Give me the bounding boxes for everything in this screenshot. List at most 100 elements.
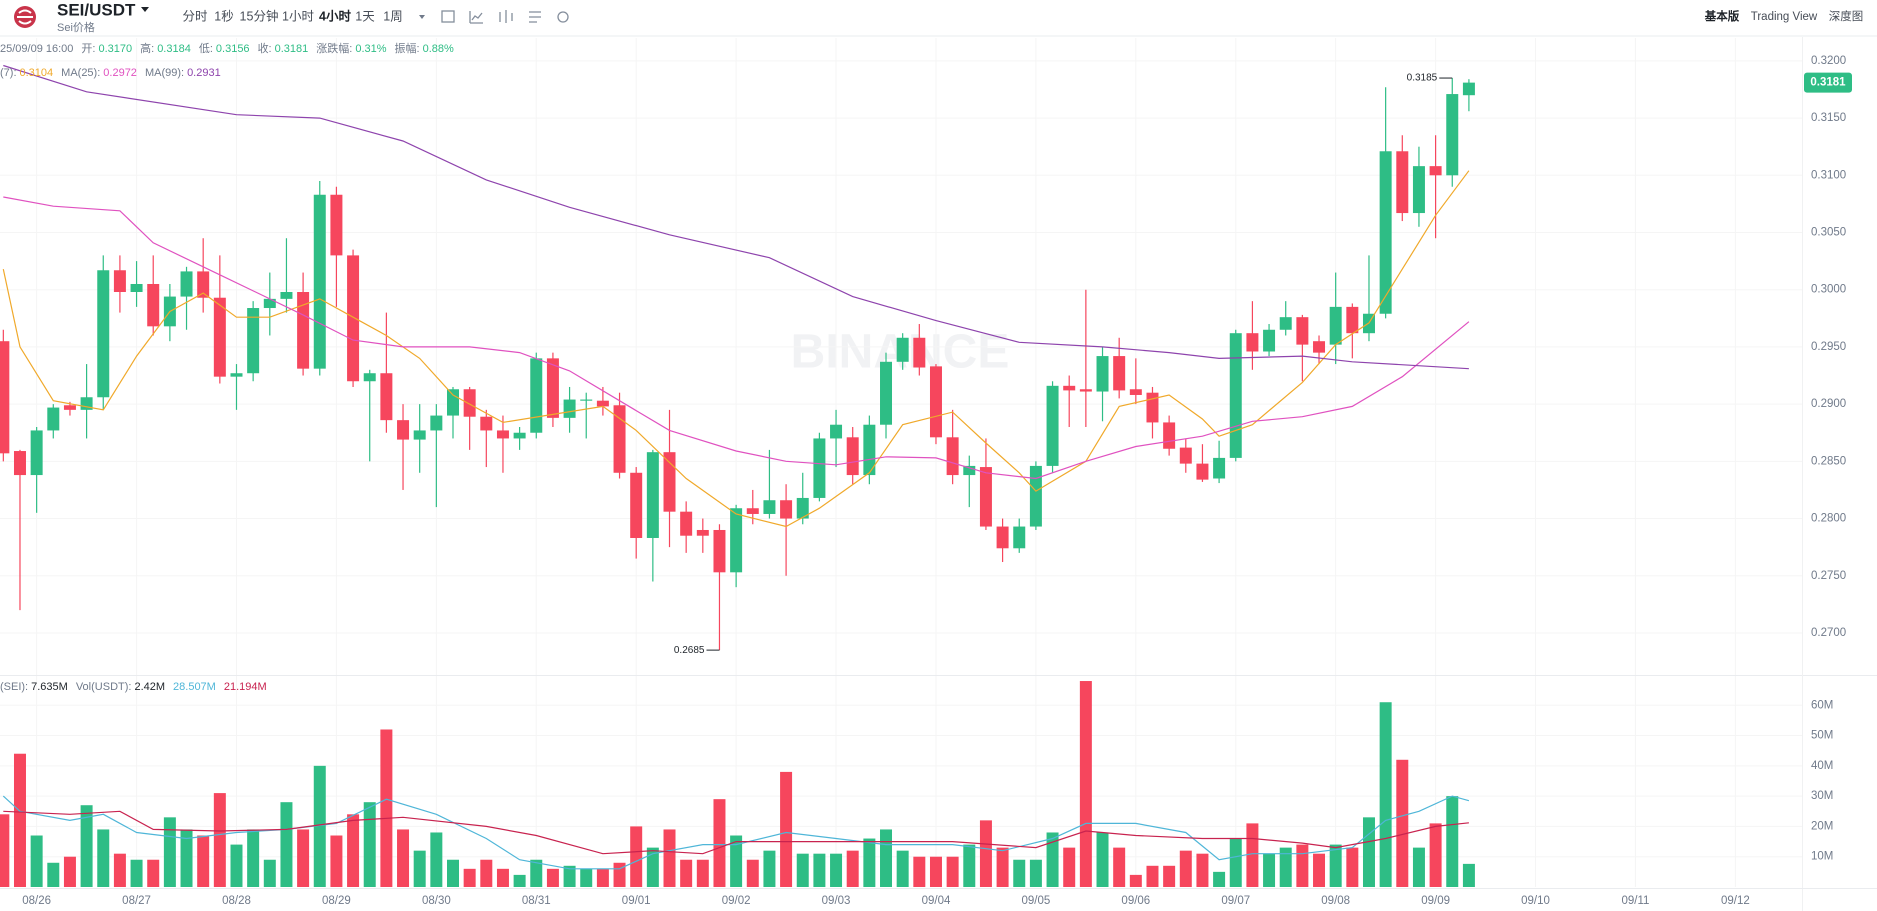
- candle-body: [1412, 166, 1425, 214]
- extreme-label: 0.2685: [674, 645, 705, 656]
- volume-bar: [496, 868, 509, 887]
- volume-bar: [1046, 832, 1059, 887]
- view-tab[interactable]: Trading View: [1751, 11, 1818, 23]
- interval-tab[interactable]: 4小时: [319, 8, 351, 23]
- candle-body: [1379, 151, 1392, 314]
- volume-bar: [263, 859, 276, 887]
- logo-mark: [17, 9, 33, 25]
- volume-bar: [830, 853, 843, 887]
- legend-text: 0.2972: [103, 67, 137, 79]
- interval-tab[interactable]: 分时: [182, 9, 208, 23]
- volume-bar: [430, 832, 443, 887]
- volume-bar: [646, 847, 659, 887]
- interval-more[interactable]: [419, 15, 425, 19]
- candle-body: [480, 416, 493, 431]
- candle-body: [363, 373, 376, 382]
- volume-bar: [447, 859, 459, 887]
- candle-body: [1296, 317, 1309, 345]
- candle-body: [397, 420, 410, 440]
- candle-body: [430, 415, 443, 431]
- ma-line: [3, 196, 1470, 480]
- candle-body: [63, 405, 76, 410]
- y-tick-label: 0.2750: [1811, 570, 1846, 582]
- x-tick-label: 09/08: [1321, 895, 1350, 907]
- volume-bar: [630, 826, 643, 887]
- candle-body: [1113, 356, 1126, 391]
- x-tick-label: 09/09: [1421, 895, 1450, 907]
- candle-body: [663, 452, 676, 512]
- volume-bar: [713, 799, 726, 887]
- candle-body: [197, 271, 210, 298]
- volume-bar: [130, 859, 143, 887]
- legend-text: 收:: [258, 41, 272, 55]
- legend-text: 0.3156: [216, 43, 250, 55]
- icon-calendar[interactable]: [441, 10, 455, 23]
- volume-bar: [680, 859, 693, 887]
- interval-tab[interactable]: 1周: [383, 9, 402, 23]
- candle-body: [1396, 151, 1409, 214]
- volume-bar: [596, 868, 609, 887]
- volume-bar: [1146, 865, 1159, 887]
- interval-tab[interactable]: 1天: [355, 9, 375, 23]
- legend-text: (7):: [0, 67, 17, 79]
- candle-body: [130, 283, 143, 292]
- candle-body: [1462, 82, 1475, 96]
- volume-bar: [730, 835, 743, 887]
- icon-candle[interactable]: [499, 10, 513, 23]
- candle-body: [1013, 526, 1026, 549]
- volume-bar: [1346, 847, 1359, 887]
- candle-body: [30, 430, 43, 476]
- volume-bar: [0, 814, 10, 887]
- volume-bar: [546, 868, 559, 887]
- legend-text: 25/09/09 16:00: [0, 43, 73, 55]
- y-tick-label: 0.3050: [1811, 227, 1846, 239]
- candle-body: [47, 407, 60, 431]
- candle-body: [963, 465, 976, 476]
- volume-bar: [13, 753, 26, 887]
- icon-settings[interactable]: [529, 11, 541, 23]
- view-tab[interactable]: 深度图: [1829, 9, 1864, 23]
- x-tick-label: 09/10: [1521, 895, 1550, 907]
- x-tick-label: 08/31: [522, 895, 551, 907]
- y-tick-label: 0.3000: [1811, 284, 1846, 296]
- pair-subtitle[interactable]: Sei价格: [57, 20, 95, 34]
- volume-bar: [846, 850, 859, 887]
- candle-body: [1046, 385, 1059, 466]
- volume-bar: [1313, 853, 1326, 887]
- candle-body: [1163, 422, 1176, 449]
- volume-bar: [1296, 844, 1309, 887]
- view-tab[interactable]: 基本版: [1704, 9, 1740, 23]
- x-tick-label: 08/26: [22, 895, 51, 907]
- interval-tab[interactable]: 1小时: [282, 9, 314, 23]
- volume-bar: [1096, 832, 1109, 887]
- candle-body: [563, 399, 576, 418]
- pair-name[interactable]: SEI/USDT: [57, 0, 136, 19]
- candle-body: [546, 358, 559, 418]
- pair-dropdown[interactable]: [141, 7, 149, 12]
- x-tick-label: 09/03: [822, 895, 851, 907]
- volume-bar: [663, 829, 676, 887]
- interval-tab[interactable]: 1秒: [214, 9, 233, 23]
- interval-tab[interactable]: 15分钟: [240, 8, 279, 23]
- volume-bar: [513, 874, 526, 887]
- volume-bar: [480, 859, 493, 887]
- candle-body: [297, 292, 310, 369]
- volume-ma-line: [2, 795, 1470, 870]
- volume-bar: [1263, 853, 1276, 887]
- volume-bar: [213, 793, 226, 887]
- icon-indicator[interactable]: [469, 11, 483, 24]
- x-tick-label: 09/07: [1221, 895, 1250, 907]
- volume-bar: [1079, 681, 1092, 887]
- icon-more[interactable]: [557, 11, 569, 23]
- volume-bar: [929, 856, 942, 887]
- candle-body: [929, 366, 942, 438]
- last-price-label: 0.3181: [1810, 77, 1846, 89]
- legend-text: 2.42M: [134, 681, 165, 693]
- legend-text: 0.88%: [423, 43, 454, 55]
- volume-bar: [30, 835, 43, 887]
- candle-body: [996, 526, 1009, 549]
- candle-body: [1346, 306, 1359, 334]
- candle-body: [1196, 463, 1209, 480]
